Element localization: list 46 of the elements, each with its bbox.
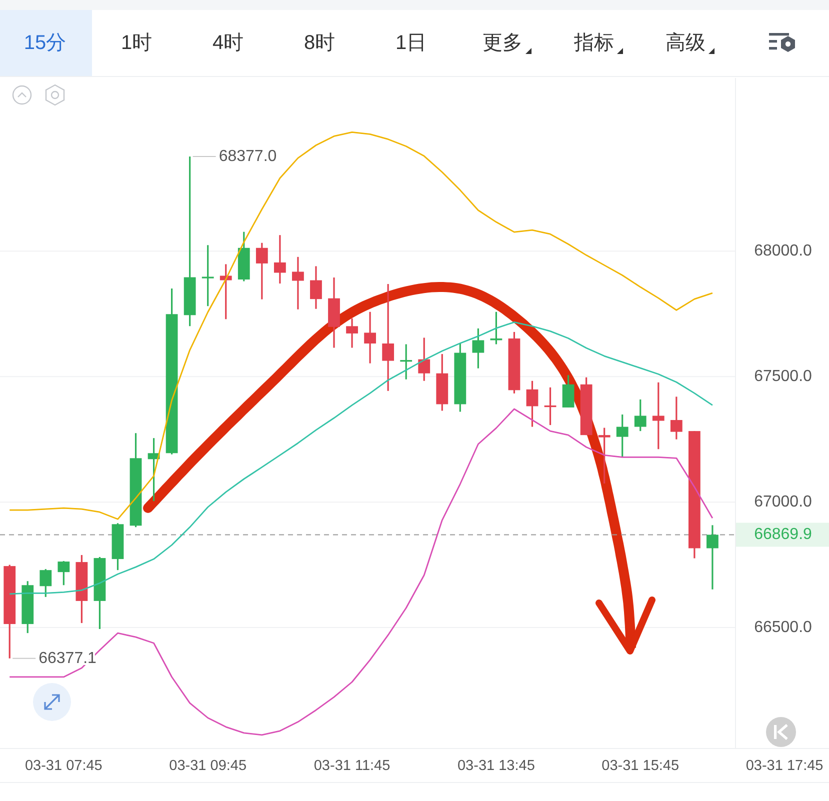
line-series xyxy=(8,408,714,736)
text: 指标 xyxy=(573,32,614,54)
candlestick xyxy=(40,568,52,598)
candlestick xyxy=(598,427,610,484)
candlestick xyxy=(526,380,538,428)
x-tick-label: 03-31 11:45 xyxy=(314,758,390,774)
candlestick xyxy=(346,318,358,349)
candlestick xyxy=(202,244,214,307)
line-series xyxy=(8,132,714,520)
candlestick xyxy=(400,343,412,380)
candlestick xyxy=(364,311,376,364)
candlestick xyxy=(220,263,232,320)
y-tick-label: 67000.0 xyxy=(754,494,812,511)
candlestick xyxy=(418,336,430,382)
candlestick xyxy=(634,398,646,432)
y-tick-label: 66500.0 xyxy=(754,619,812,636)
candlestick xyxy=(58,560,70,586)
text: 1日 xyxy=(395,32,427,54)
text: 8时 xyxy=(304,32,336,54)
text: 1时 xyxy=(120,32,152,54)
text: 高级 xyxy=(666,31,706,54)
candlestick xyxy=(562,374,574,408)
line-series xyxy=(8,321,714,595)
candlestick xyxy=(292,256,304,310)
x-tick-label: 03-31 09:45 xyxy=(169,758,247,774)
y-tick-label: 68000.0 xyxy=(754,242,812,260)
candlestick xyxy=(616,414,628,458)
candlestick xyxy=(544,386,556,426)
candlestick xyxy=(274,234,286,284)
x-tick-label: 03-31 07:45 xyxy=(24,758,102,774)
annotation: 68377.0 xyxy=(218,148,277,166)
candlestick xyxy=(706,524,718,590)
candlestick xyxy=(652,382,664,450)
text: 15分 xyxy=(24,32,66,54)
candlestick xyxy=(472,328,484,370)
text: 更多 xyxy=(482,32,522,54)
candlestick xyxy=(382,283,394,392)
candlestick xyxy=(670,396,682,440)
candlestick xyxy=(256,242,268,300)
y-tick-label: 67500.0 xyxy=(754,368,812,386)
x-tick-label: 03-31 15:45 xyxy=(602,758,680,774)
x-tick-label: 03-31 13:45 xyxy=(457,758,535,774)
text: 4时 xyxy=(212,32,244,54)
candlestick xyxy=(310,265,322,310)
x-tick-label: 03-31 17:45 xyxy=(746,758,824,774)
ref-line-label: 66869.9 xyxy=(754,526,812,544)
